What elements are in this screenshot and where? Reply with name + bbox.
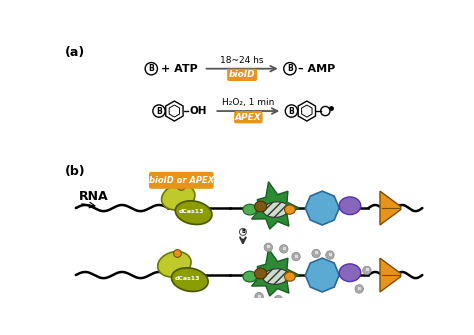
Text: bioID: bioID — [229, 70, 255, 79]
Text: 18~24 hs: 18~24 hs — [220, 56, 264, 65]
Circle shape — [173, 250, 182, 257]
Ellipse shape — [263, 269, 289, 284]
FancyBboxPatch shape — [234, 111, 263, 123]
Circle shape — [280, 245, 288, 253]
Circle shape — [326, 251, 334, 259]
Circle shape — [363, 266, 371, 275]
Text: B: B — [365, 268, 368, 272]
Text: APEX: APEX — [235, 113, 262, 122]
Circle shape — [177, 183, 185, 190]
FancyBboxPatch shape — [149, 172, 214, 189]
Text: B: B — [287, 64, 293, 73]
Text: B: B — [282, 247, 285, 251]
Text: B: B — [257, 294, 261, 298]
Polygon shape — [252, 249, 299, 296]
Circle shape — [255, 292, 264, 301]
Text: B: B — [156, 107, 162, 116]
FancyBboxPatch shape — [227, 69, 257, 81]
Text: bioID or APEX: bioID or APEX — [149, 176, 214, 185]
Ellipse shape — [243, 271, 257, 282]
Text: B: B — [328, 253, 331, 257]
Text: OH: OH — [189, 106, 207, 116]
Polygon shape — [380, 258, 401, 292]
Polygon shape — [252, 182, 299, 229]
Text: (a): (a) — [65, 46, 85, 59]
Circle shape — [264, 243, 273, 252]
Text: B: B — [315, 252, 318, 256]
Text: + ATP: + ATP — [161, 64, 197, 74]
Circle shape — [153, 105, 165, 117]
Ellipse shape — [339, 264, 361, 282]
Text: B: B — [267, 245, 270, 249]
Circle shape — [145, 63, 157, 75]
Text: RNA: RNA — [79, 190, 109, 203]
Text: dCas13: dCas13 — [179, 209, 204, 214]
Ellipse shape — [284, 272, 295, 281]
Text: B: B — [357, 287, 361, 291]
Text: B: B — [277, 298, 280, 302]
Ellipse shape — [162, 185, 195, 210]
Ellipse shape — [172, 268, 208, 291]
Polygon shape — [380, 191, 401, 225]
Ellipse shape — [158, 252, 191, 277]
Circle shape — [285, 105, 298, 117]
Text: B: B — [294, 255, 298, 259]
Text: B: B — [148, 64, 154, 73]
Circle shape — [239, 228, 246, 236]
Ellipse shape — [255, 201, 267, 212]
Text: (b): (b) — [65, 165, 86, 178]
Ellipse shape — [339, 197, 361, 215]
Text: B: B — [289, 107, 294, 116]
Ellipse shape — [263, 202, 289, 217]
Text: dCas13: dCas13 — [175, 276, 200, 281]
Circle shape — [355, 285, 364, 293]
Text: B: B — [241, 229, 245, 234]
Ellipse shape — [284, 205, 295, 214]
Circle shape — [284, 63, 296, 75]
Circle shape — [292, 252, 301, 261]
Ellipse shape — [175, 201, 212, 224]
Ellipse shape — [255, 268, 267, 279]
Ellipse shape — [243, 204, 257, 215]
Circle shape — [274, 295, 283, 304]
Text: – AMP: – AMP — [298, 64, 335, 74]
Circle shape — [312, 249, 320, 258]
Text: H₂O₂, 1 min: H₂O₂, 1 min — [222, 98, 274, 107]
